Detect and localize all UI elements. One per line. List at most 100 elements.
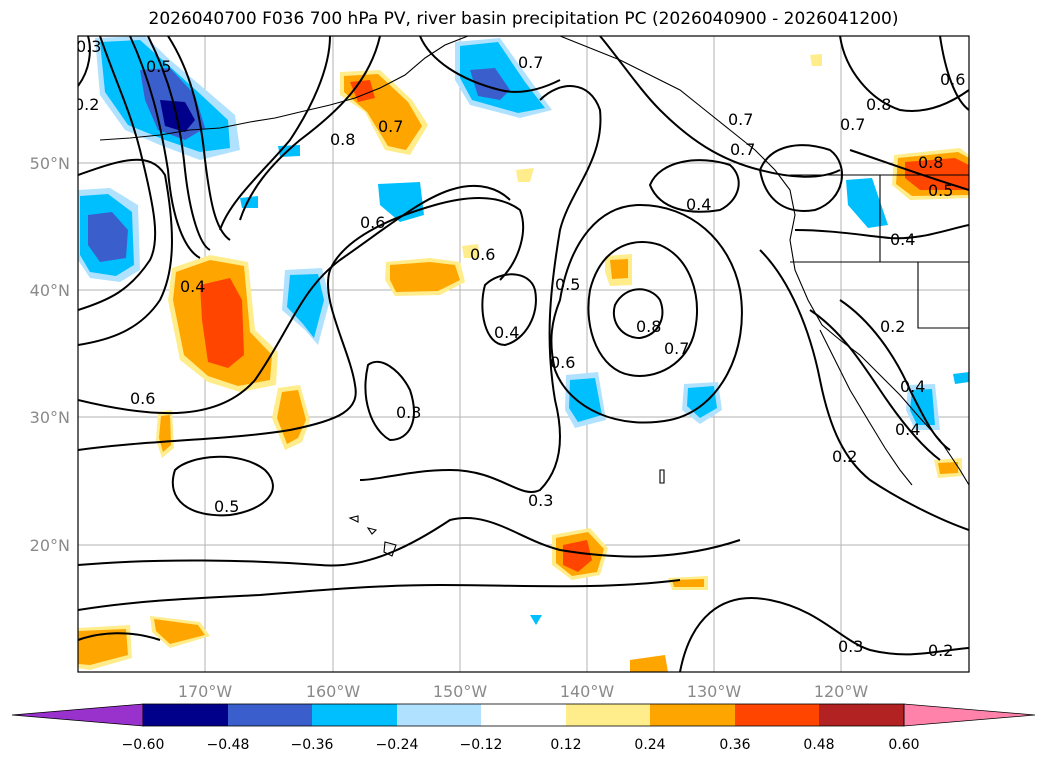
colorbar-tick-label: 0.12 xyxy=(550,737,581,753)
lat-label: 30°N xyxy=(30,408,70,427)
state-border xyxy=(917,262,969,329)
contour-label: 0.4 xyxy=(890,230,915,249)
contour-label: 0.3 xyxy=(528,491,553,510)
pv-contour xyxy=(78,158,173,346)
pv-contour xyxy=(758,144,843,212)
colorbar-extend-high xyxy=(903,703,1036,727)
contour-label: 0.3 xyxy=(76,37,101,56)
pv-contour xyxy=(839,36,969,112)
latitude-labels: 50°N 40°N 30°N 20°N xyxy=(30,154,70,555)
map-frame xyxy=(77,35,970,673)
lat-label: 20°N xyxy=(30,536,70,555)
contour-label: 0.6 xyxy=(550,353,575,372)
pv-contour xyxy=(129,36,201,259)
contour-label: 0.6 xyxy=(470,245,495,264)
pv-contour xyxy=(759,249,969,531)
pv-contour xyxy=(78,36,157,311)
lon-label: 140°W xyxy=(560,682,615,701)
pv-contour xyxy=(78,517,741,567)
contour-label: 0.3 xyxy=(838,637,863,656)
contour-label: 0.2 xyxy=(880,317,905,336)
lon-label: 170°W xyxy=(178,682,233,701)
colorbar-tick-label: 0.60 xyxy=(888,737,919,753)
colorbar-tick-label: 0.24 xyxy=(634,737,665,753)
contour-label: 0.7 xyxy=(840,115,865,134)
colorbar-swatch xyxy=(312,704,397,726)
pv-contour xyxy=(809,309,941,461)
shade-region xyxy=(563,540,592,572)
pv-contour xyxy=(364,360,415,442)
shade-region xyxy=(287,274,324,338)
pv-contour xyxy=(794,224,969,240)
colorbar-tick-label: −0.24 xyxy=(376,737,419,753)
pv-contour xyxy=(599,36,841,178)
pv-contour xyxy=(939,36,969,111)
map-title: 2026040700 F036 700 hPa PV, river basin … xyxy=(148,9,899,29)
coastlines xyxy=(99,36,969,557)
pv-contour xyxy=(78,632,161,641)
contour-label: 0.5 xyxy=(928,181,953,200)
lat-label: 40°N xyxy=(30,281,70,300)
colorbar-swatch xyxy=(143,704,228,726)
colorbar-swatch xyxy=(650,704,735,726)
shade-region xyxy=(938,462,958,474)
pv-contour xyxy=(587,241,698,377)
pv-contour xyxy=(839,299,951,451)
shade-region xyxy=(610,259,628,279)
pv-contour xyxy=(849,149,969,191)
lon-label: 150°W xyxy=(433,682,488,701)
shade-region xyxy=(88,212,128,262)
contour-label: 0.4 xyxy=(900,377,925,396)
lon-label: 160°W xyxy=(306,682,361,701)
colorbar-swatch xyxy=(397,704,481,726)
pv-contour xyxy=(612,288,664,340)
contour-label: 0.4 xyxy=(895,420,920,439)
pv-contour xyxy=(239,36,381,221)
colorbar-tick-label: −0.12 xyxy=(460,737,503,753)
contour-label: 0.6 xyxy=(360,213,385,232)
colorbar-tick-label: −0.48 xyxy=(207,737,250,753)
hawaii-islands xyxy=(348,515,397,557)
contour-label: 0.7 xyxy=(664,339,689,358)
baja-california-coast xyxy=(819,329,913,486)
lat-label: 50°N xyxy=(30,154,70,173)
alaska-aleutian-coast xyxy=(99,36,469,141)
lon-label: 120°W xyxy=(814,682,869,701)
colorbar-swatch xyxy=(735,704,819,726)
colorbar-swatch xyxy=(566,704,650,726)
shade-region xyxy=(910,389,935,425)
colorbar-swatch xyxy=(819,704,904,726)
pv-contour xyxy=(147,36,211,251)
contour-label: 0.3 xyxy=(396,403,421,422)
colorbar-tick-label: 0.48 xyxy=(803,737,834,753)
colorbar-tick-label: 0.36 xyxy=(719,737,750,753)
shade-region xyxy=(154,619,205,644)
contour-label: 0.7 xyxy=(378,117,403,136)
negative-shading xyxy=(78,36,969,625)
pv-contour xyxy=(419,36,561,93)
contour-label: 0.8 xyxy=(636,317,661,336)
shade-region xyxy=(953,372,969,384)
pv-contour xyxy=(78,579,681,611)
contour-label: 0.4 xyxy=(180,277,205,296)
pv-contour xyxy=(679,597,969,672)
shade-region xyxy=(905,158,969,190)
shade-region xyxy=(470,68,510,100)
contour-label: 0.5 xyxy=(146,57,171,76)
pv-contour xyxy=(78,197,525,451)
contour-label: 0.5 xyxy=(555,275,580,294)
island xyxy=(659,469,665,484)
contour-label: 0.7 xyxy=(728,110,753,129)
pv-contour xyxy=(648,159,740,213)
pv-contour xyxy=(481,273,537,347)
contour-label: 0.8 xyxy=(866,95,891,114)
positive-shading xyxy=(78,54,969,672)
shade-region xyxy=(390,262,460,292)
colorbar-frame xyxy=(142,703,905,727)
pv-contour xyxy=(219,36,331,231)
pv-contour xyxy=(78,184,511,415)
colorbar-swatch xyxy=(228,704,312,726)
shade-region xyxy=(630,655,668,672)
contour-label: 0.5 xyxy=(214,497,239,516)
contour-label: 0.8 xyxy=(330,130,355,149)
